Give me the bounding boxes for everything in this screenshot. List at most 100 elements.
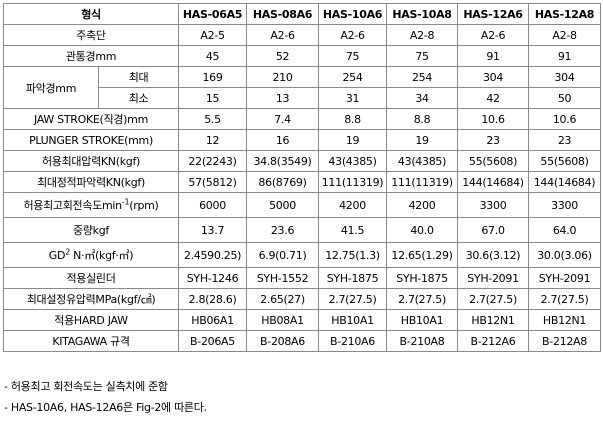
table-cell: 5.5 [178, 108, 248, 130]
row-label: 최대설정유압력MPa(kgf/㎠) [2, 288, 180, 310]
table-row: 주축단 A2-5 A2-6 A2-6 A2-8 A2-6 A2-8 [2, 24, 602, 46]
table-cell: HB10A1 [386, 309, 459, 331]
table-cell: HB06A1 [178, 309, 248, 331]
row-group-label: 파악경mm [3, 66, 99, 109]
table-cell: 34.8(3549) [246, 150, 320, 172]
row-label-tail: N·㎡(kgf·㎡) [69, 249, 134, 262]
table-cell: B-212A6 [457, 330, 530, 352]
table-cell: 10.6 [528, 108, 602, 130]
row-label: 중량kgf [2, 217, 180, 243]
table-row: 최소 15 13 31 34 42 50 [4, 87, 602, 109]
table-cell: HB08A1 [246, 309, 320, 331]
table-cell: 5000 [246, 192, 320, 218]
table-cell: A2-5 [178, 24, 248, 46]
table-cell: 254 [386, 66, 459, 88]
table-cell: 42 [457, 87, 530, 109]
table-cell: 30.0(3.06) [528, 242, 602, 268]
table-cell: 75 [386, 45, 459, 67]
row-sub-label: 최소 [97, 87, 180, 109]
table-cell: B-210A8 [386, 330, 459, 352]
table-cell: A2-6 [457, 24, 530, 46]
table-row: 허용최대압력KN(kgf) 22(2243) 34.8(3549) 43(438… [2, 150, 602, 172]
table-cell: 30.6(3.12) [457, 242, 530, 268]
row-label-sup: 2 [65, 247, 70, 257]
row-sub-label: 최대 [97, 66, 180, 88]
footnotes: - 허용최고 회전속도는 실측치에 준함 - HAS-10A6, HAS-12A… [4, 376, 207, 418]
table-cell: 6.9(0.71) [246, 242, 320, 268]
table-cell: 64.0 [528, 217, 602, 243]
table-cell: SYH-1246 [178, 267, 248, 289]
table-cell: 43(4385) [386, 150, 459, 172]
row-label-main: 허용최고회전속도min [23, 199, 122, 212]
header-col: HAS-10A8 [386, 3, 459, 25]
table-cell: 31 [318, 87, 388, 109]
header-col: HAS-12A6 [457, 3, 530, 25]
table-cell: B-212A8 [528, 330, 602, 352]
table-cell: 13.7 [178, 217, 248, 243]
table-cell: 57(5812) [178, 171, 248, 193]
table-cell: 304 [528, 66, 602, 88]
table-cell: 23 [457, 129, 530, 151]
table-cell: 4200 [318, 192, 388, 218]
header-col: HAS-08A6 [246, 3, 320, 25]
table-cell: 2.8(28.6) [178, 288, 248, 310]
header-col: HAS-06A5 [178, 3, 248, 25]
table-cell: SYH-1552 [246, 267, 320, 289]
table-cell: 67.0 [457, 217, 530, 243]
table-cell: 2.7(27.5) [457, 288, 530, 310]
table-cell: 22(2243) [178, 150, 248, 172]
table-cell: 4200 [386, 192, 459, 218]
row-label: 허용최고회전속도min-1(rpm) [2, 192, 180, 218]
table-cell: SYH-2091 [528, 267, 602, 289]
table-cell: 3300 [457, 192, 530, 218]
table-cell: 10.6 [457, 108, 530, 130]
table-cell: 12.65(1.29) [386, 242, 459, 268]
table-cell: 8.8 [386, 108, 459, 130]
table-cell: 50 [528, 87, 602, 109]
table-cell: SYH-2091 [457, 267, 530, 289]
table-row: 파악경mm 최대 169 210 254 254 304 304 [3, 66, 602, 109]
table-cell: B-208A6 [246, 330, 320, 352]
table-cell: 34 [386, 87, 459, 109]
table-cell: HB12N1 [528, 309, 602, 331]
row-label: KITAGAWA 규격 [2, 330, 180, 352]
table-cell: 12.75(1.3) [318, 242, 388, 268]
table-cell: 169 [178, 66, 248, 88]
table-cell: 16 [246, 129, 320, 151]
table-cell: 40.0 [386, 217, 459, 243]
table-cell: 75 [318, 45, 388, 67]
table-cell: A2-6 [318, 24, 388, 46]
table-cell: 52 [246, 45, 320, 67]
table-cell: 3300 [528, 192, 602, 218]
table-cell: 91 [528, 45, 602, 67]
table-row: 최대정적파악력KN(kgf) 57(5812) 86(8769) 111(113… [2, 171, 602, 193]
row-label: GD2 N·㎡(kgf·㎡) [2, 242, 180, 268]
table-cell: 144(14684) [528, 171, 602, 193]
table-cell: A2-6 [246, 24, 320, 46]
header-col: HAS-10A6 [318, 3, 388, 25]
table-cell: A2-8 [386, 24, 459, 46]
row-label: JAW STROKE(직경)mm [2, 108, 180, 130]
row-label: 관통경mm [2, 45, 180, 67]
header-col: HAS-12A8 [528, 3, 602, 25]
row-label: 주축단 [2, 24, 180, 46]
table-cell: SYH-1875 [386, 267, 459, 289]
table-row: 적용HARD JAW HB06A1 HB08A1 HB10A1 HB10A1 H… [2, 309, 602, 331]
table-header-row: 형식 HAS-06A5 HAS-08A6 HAS-10A6 HAS-10A8 H… [2, 3, 602, 25]
table-row: KITAGAWA 규격 B-206A5 B-208A6 B-210A6 B-21… [2, 330, 602, 352]
table-cell: 43(4385) [318, 150, 388, 172]
table-cell: 111(11319) [318, 171, 388, 193]
table-cell: 12 [178, 129, 248, 151]
table-cell: 210 [246, 66, 320, 88]
table-cell: 19 [318, 129, 388, 151]
table-row: 중량kgf 13.7 23.6 41.5 40.0 67.0 64.0 [2, 217, 602, 243]
row-label-sup: -1 [121, 197, 130, 207]
footnote: - 허용최고 회전속도는 실측치에 준함 [4, 380, 168, 393]
table-cell: A2-8 [528, 24, 602, 46]
table-cell: 13 [246, 87, 320, 109]
table-cell: 55(5608) [528, 150, 602, 172]
row-label: PLUNGER STROKE(mm) [2, 129, 180, 151]
table-cell: B-210A6 [318, 330, 388, 352]
row-label: 허용최대압력KN(kgf) [2, 150, 180, 172]
table-cell: SYH-1875 [318, 267, 388, 289]
